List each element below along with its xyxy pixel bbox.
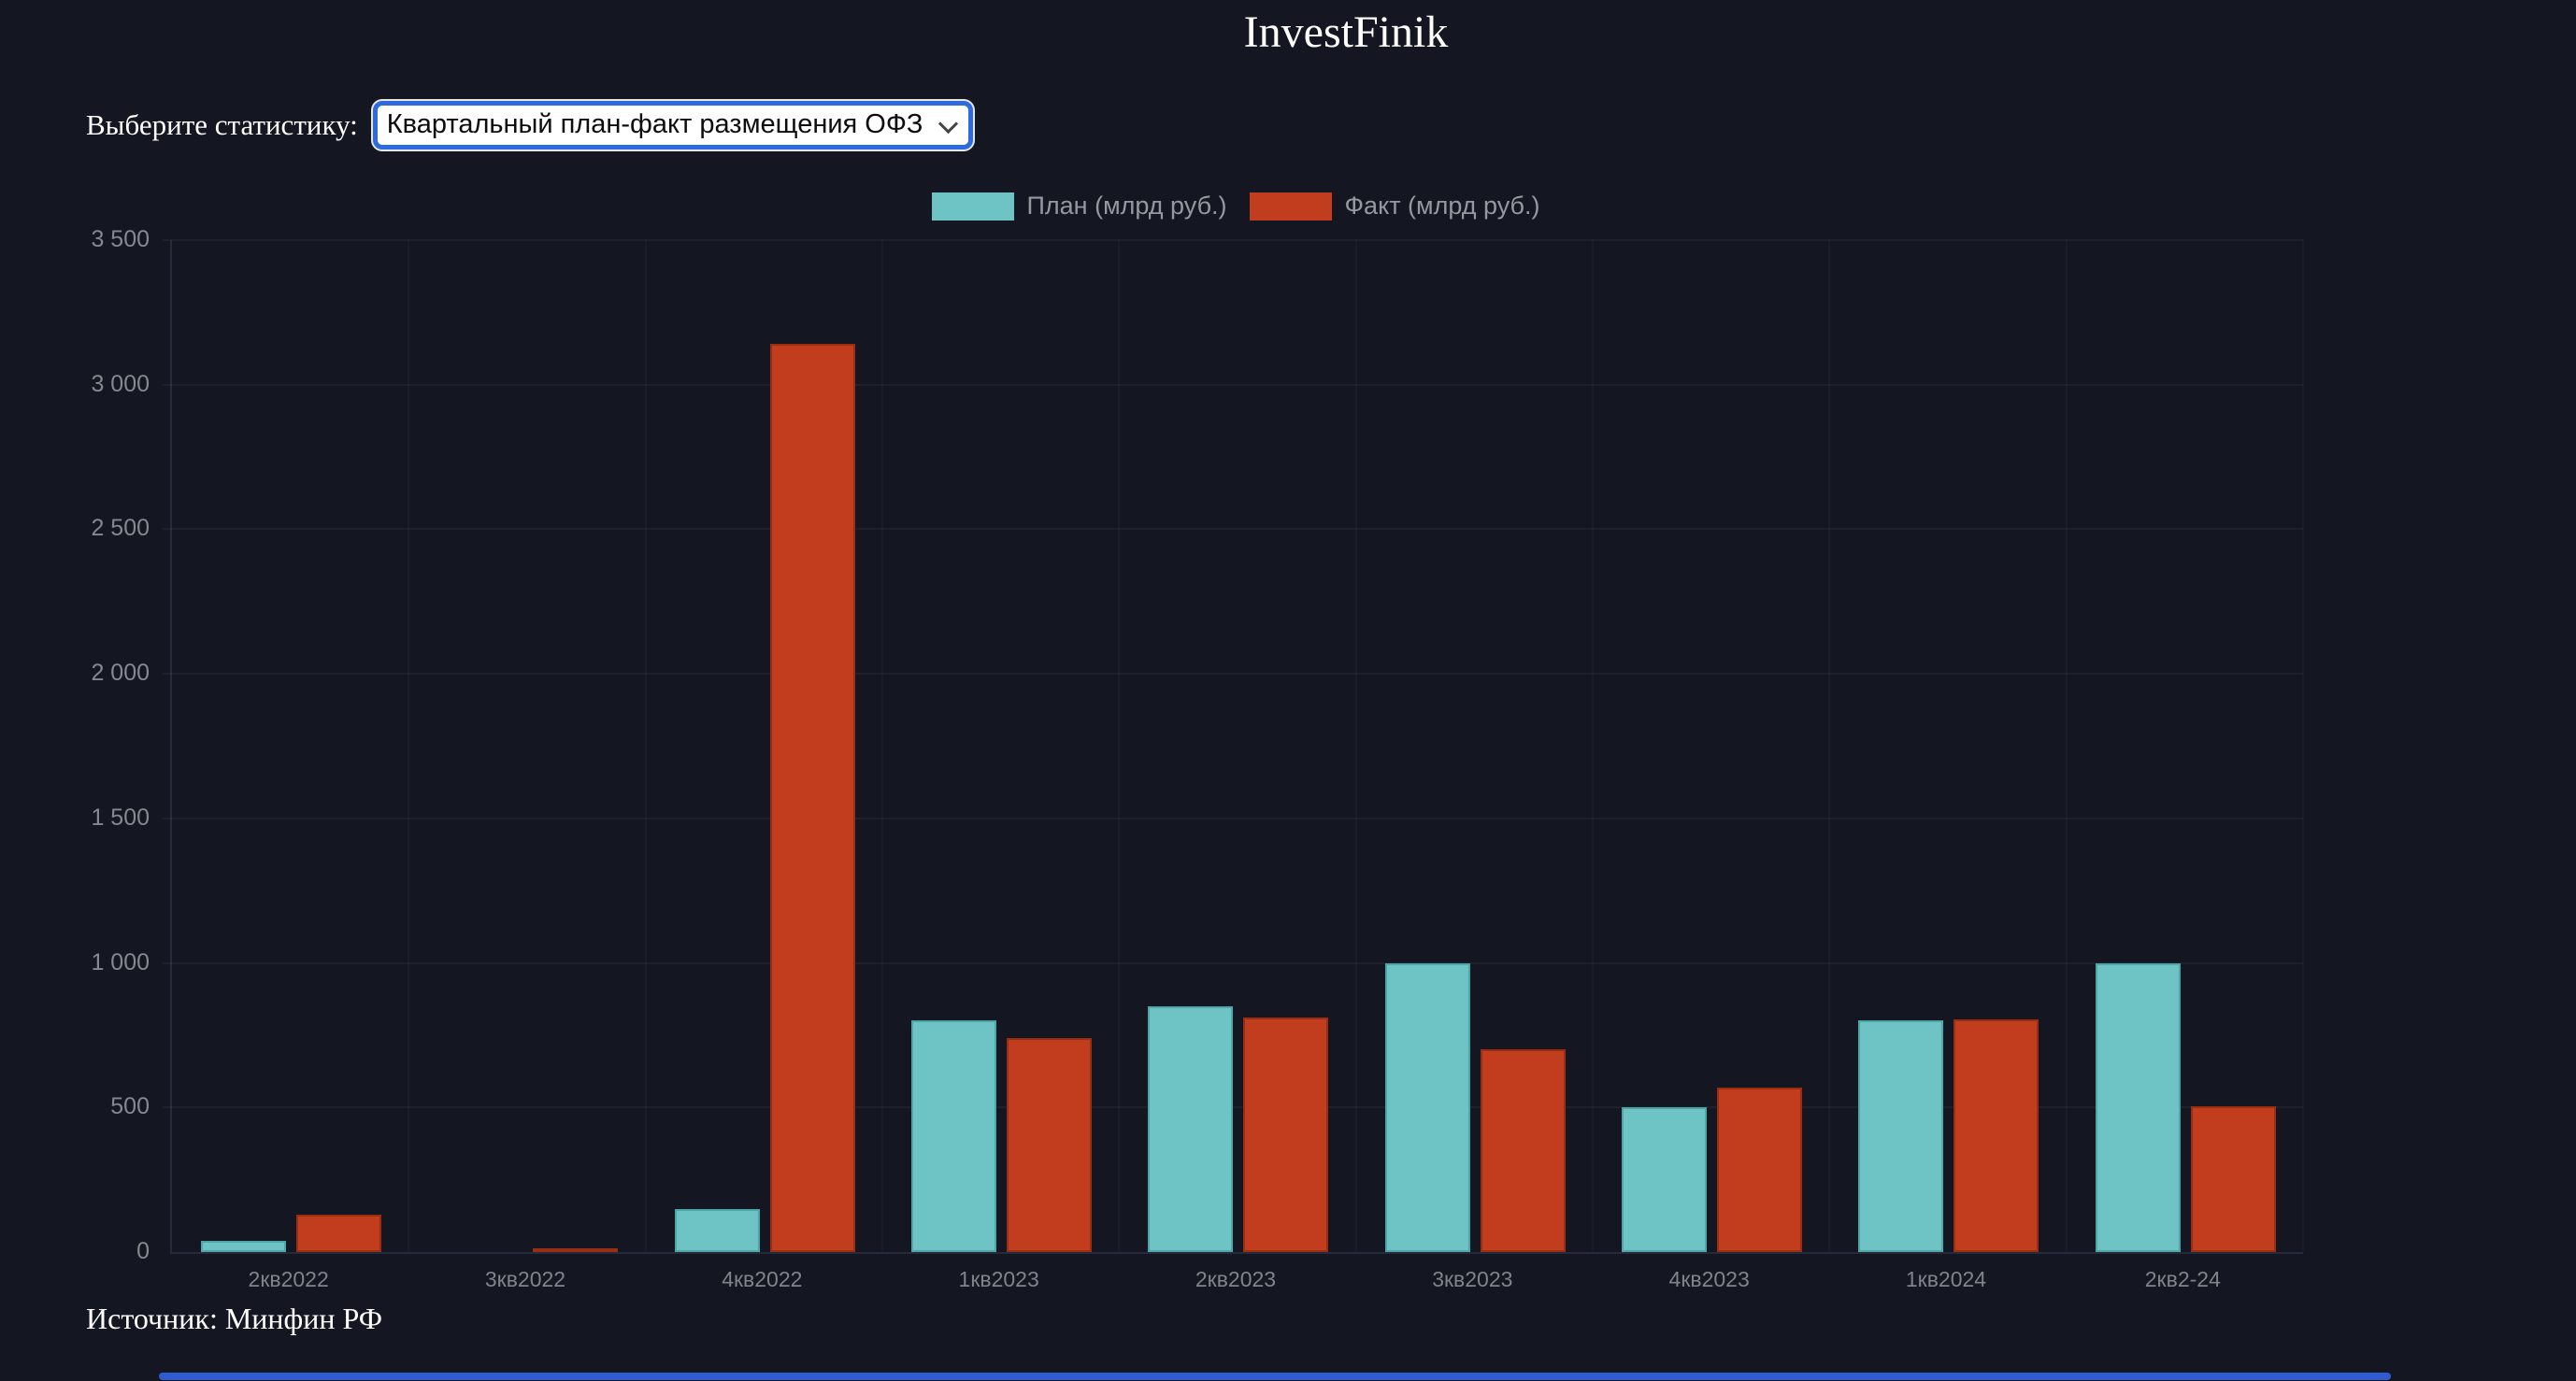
gridline-y-1500	[163, 817, 2303, 819]
fact-bar-1кв2023	[1007, 1038, 1092, 1252]
plan-bar-1кв2023	[911, 1020, 996, 1252]
gridline-y-2500	[163, 528, 2303, 531]
fact-bar-2кв2023	[1243, 1017, 1329, 1252]
plan-bar-4кв2023	[1622, 1107, 1707, 1252]
fact-bar-2кв2-24	[2190, 1105, 2276, 1252]
plan-bar-1кв2024	[1858, 1020, 1944, 1252]
fact-bar-4кв2023	[1717, 1087, 1802, 1252]
x-tick-label: 4кв2022	[722, 1267, 803, 1291]
plan-bar-4кв2022	[674, 1208, 760, 1252]
fact-bar-2кв2022	[296, 1214, 381, 1252]
fact-legend-label: Факт (млрд руб.)	[1344, 192, 1540, 220]
plan-bar-3кв2023	[1384, 962, 1470, 1252]
y-tick-label: 3 000	[91, 370, 150, 397]
horizontal-scrollbar-thumb[interactable]	[159, 1373, 2391, 1380]
x-tick-label: 4кв2023	[1668, 1267, 1750, 1291]
gridline-x-9	[2302, 240, 2304, 1252]
y-tick-label: 0	[136, 1238, 150, 1264]
legend-item-fact: Факт (млрд руб.)	[1249, 192, 1540, 221]
fact-color-swatch	[1249, 192, 1332, 221]
statistic-picker: Выберите статистику: Квартальный план-фа…	[86, 101, 973, 149]
y-tick-label: 1 500	[91, 804, 150, 831]
y-tick-label: 1 000	[91, 948, 150, 975]
gridline-y-3000	[163, 383, 2303, 386]
chart-legend: План (млрд руб.) Факт (млрд руб.)	[170, 192, 2301, 221]
x-tick-label: 1кв2024	[1905, 1267, 1987, 1291]
gridline-x-5	[1355, 240, 1357, 1252]
gridline-x-2	[645, 240, 647, 1252]
gridline-y-1000	[163, 961, 2303, 964]
page-title: InvestFinik	[1243, 7, 1449, 57]
plan-color-swatch	[931, 192, 1014, 221]
statistic-select[interactable]: Квартальный план-факт размещения ОФЗ	[377, 106, 968, 145]
fact-bar-1кв2024	[1953, 1018, 2039, 1252]
y-tick-label: 2 000	[91, 660, 150, 687]
source-note: Источник: Минфин РФ	[86, 1302, 383, 1335]
statistic-picker-label: Выберите статистику:	[86, 108, 358, 141]
fact-bar-4кв2022	[769, 344, 855, 1252]
plan-bar-2кв2023	[1148, 1006, 1234, 1252]
fact-bar-3кв2023	[1480, 1049, 1566, 1252]
x-tick-label: 3кв2022	[484, 1267, 566, 1291]
gridline-y-3500	[163, 239, 2303, 241]
statistic-select-wrap: Квартальный план-факт размещения ОФЗ	[372, 101, 973, 149]
gridline-x-1	[408, 240, 409, 1252]
gridline-x-4	[1118, 240, 1120, 1252]
fact-bar-3кв2022	[533, 1248, 619, 1252]
gridline-x-8	[2066, 240, 2068, 1252]
x-tick-label: 1кв2023	[958, 1267, 1039, 1291]
gridline-x-3	[881, 240, 883, 1252]
x-tick-label: 2кв2022	[248, 1267, 329, 1291]
gridline-x-7	[1828, 240, 1830, 1252]
x-tick-label: 2кв2023	[1195, 1267, 1277, 1291]
plot-area	[163, 239, 2304, 1254]
legend-item-plan: План (млрд руб.)	[931, 192, 1227, 221]
y-tick-label: 500	[110, 1093, 150, 1120]
gridline-y-2000	[163, 673, 2303, 676]
x-tick-label: 2кв2-24	[2144, 1267, 2221, 1291]
plan-bar-2кв2-24	[2095, 962, 2181, 1252]
plan-bar-2кв2022	[201, 1240, 286, 1252]
x-tick-label: 3кв2023	[1432, 1267, 1513, 1291]
plan-legend-label: План (млрд руб.)	[1026, 192, 1227, 220]
gridline-x-6	[1592, 240, 1594, 1252]
y-tick-label: 2 500	[91, 515, 150, 542]
y-tick-label: 3 500	[91, 226, 150, 252]
